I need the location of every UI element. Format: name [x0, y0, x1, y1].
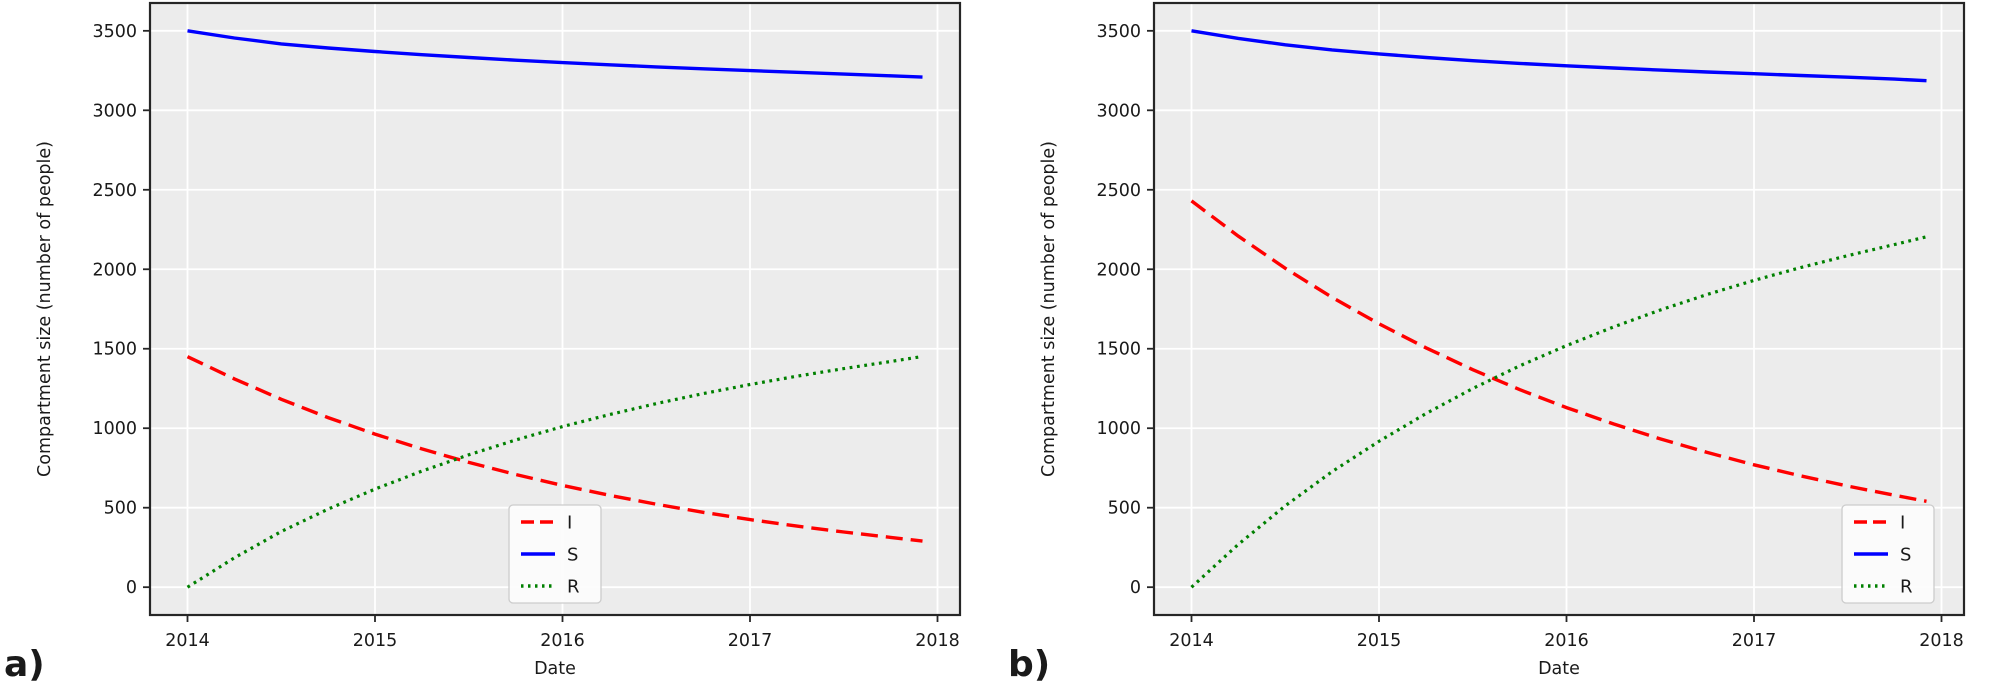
x-tick-label: 2017: [728, 631, 773, 651]
y-tick-label: 0: [126, 578, 137, 598]
x-tick-label: 2018: [1919, 631, 1964, 651]
panel-caption-label: b): [1008, 644, 1050, 683]
series-line-I: [186, 355, 923, 543]
legend-label-I: I: [567, 513, 572, 534]
y-tick-label: 1000: [1096, 419, 1141, 439]
y-tick-label: 2000: [1096, 260, 1141, 280]
x-tick-label: 2014: [1169, 631, 1214, 651]
y-tick-label: 2000: [92, 260, 137, 280]
x-axis-label: Date: [534, 659, 576, 679]
y-tick-label: 1500: [92, 340, 137, 360]
x-tick-label: 2016: [1544, 631, 1589, 651]
x-tick-label: 2017: [1732, 631, 1777, 651]
legend-label-R: R: [1900, 577, 1913, 598]
y-tick-label: 3500: [1096, 22, 1141, 42]
legend: ISR: [508, 504, 602, 604]
plot-border: [1152, 1, 1966, 617]
legend: ISR: [1841, 504, 1935, 604]
series-line-S: [1191, 29, 1927, 83]
y-tick-label: 1500: [1096, 340, 1141, 360]
legend-label-S: S: [567, 545, 578, 566]
panel-a: 2014 2015 2016 2017 2018 0 500 1000 1500 2000 2500…: [4, 1, 962, 683]
x-axis-label: Date: [1538, 659, 1580, 679]
y-tick-label: 1000: [92, 419, 137, 439]
plot-border: [148, 1, 962, 617]
y-tick-label: 3500: [92, 22, 137, 42]
chart-b: 2014 2015 2016 2017 2018 0 500 1000 1500 2000 2500…: [1008, 1, 1966, 683]
y-axis-label: Compartment size (number of people): [1039, 141, 1059, 477]
y-tick-label: 2500: [1096, 181, 1141, 201]
panel-caption-label: a): [4, 644, 45, 683]
x-tick-label: 2015: [353, 631, 398, 651]
series-line-S: [187, 29, 923, 79]
x-tick-label: 2015: [1357, 631, 1402, 651]
legend-label-I: I: [1900, 513, 1905, 534]
y-tick-label: 3000: [1096, 101, 1141, 121]
legend-label-R: R: [567, 577, 580, 598]
x-tick-label: 2018: [915, 631, 960, 651]
y-tick-label: 500: [104, 499, 137, 519]
y-tick-label: 500: [1108, 499, 1141, 519]
series-line-R: [1190, 235, 1927, 589]
plot-area: [1154, 3, 1964, 615]
chart-a: 2014 2015 2016 2017 2018 0 500 1000 1500 2000 2500…: [4, 1, 962, 683]
y-tick-label: 0: [1130, 578, 1141, 598]
legend-label-S: S: [1900, 545, 1911, 566]
series-line-R: [186, 354, 923, 589]
y-tick-label: 2500: [92, 181, 137, 201]
panel-b: 2014 2015 2016 2017 2018 0 500 1000 1500 2000 2500…: [1004, 0, 2008, 683]
x-tick-label: 2014: [165, 631, 210, 651]
y-tick-label: 3000: [92, 101, 137, 121]
y-axis-label: Compartment size (number of people): [35, 141, 55, 477]
series-line-I: [1190, 199, 1927, 503]
x-tick-label: 2016: [540, 631, 585, 651]
